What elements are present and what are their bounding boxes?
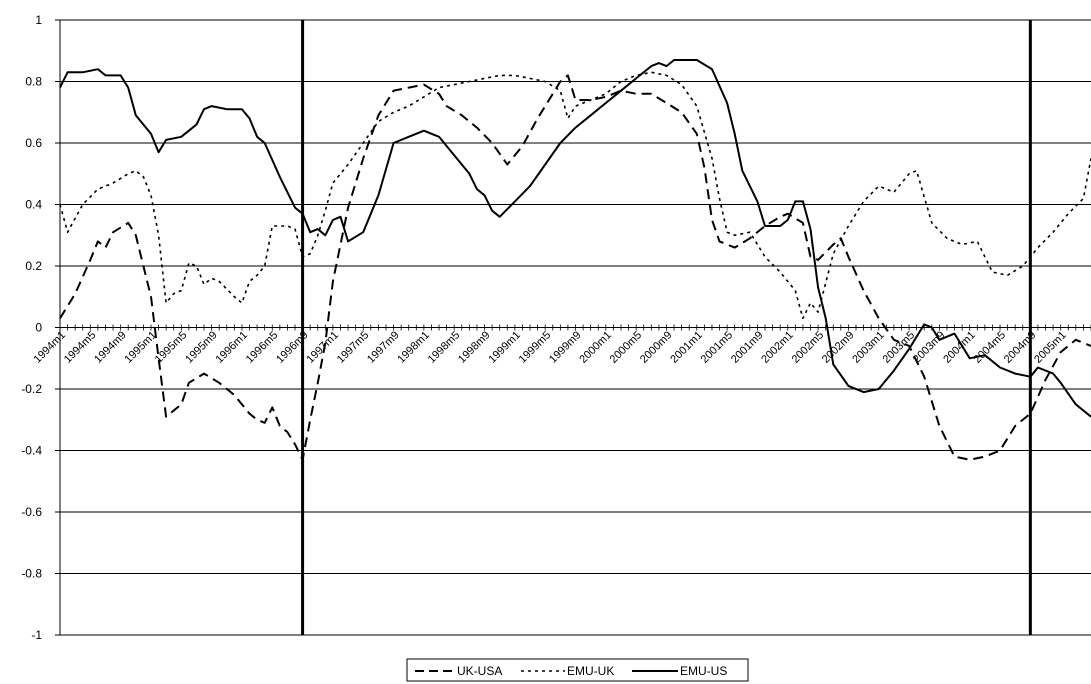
x-tick-label: 1996m1 (213, 329, 250, 366)
y-axis-tick-labels: 1 0.8 0.6 0.4 0.2 0 -0.2 -0.4 -0.6 -0.8 -1 (21, 13, 42, 642)
x-axis-tick-labels: 1994m11994m51994m91995m11995m51995m91996… (32, 329, 1069, 366)
x-tick-label: 1994m9 (92, 329, 129, 366)
legend-label-uk-usa: UK-USA (457, 664, 502, 678)
y-tick-label: -0.6 (21, 505, 42, 519)
x-tick-label: 2001m1 (668, 329, 705, 366)
x-tick-label: 1994m5 (62, 329, 99, 366)
x-tick-label: 1996m5 (244, 329, 281, 366)
y-tick-label: -0.4 (21, 444, 42, 458)
x-tick-label: 1997m9 (365, 329, 402, 366)
x-tick-label: 2000m5 (608, 329, 645, 366)
y-tick-label: 0 (35, 321, 42, 335)
y-tick-label: -1 (31, 628, 42, 642)
x-tick-label: 2004m9 (1002, 329, 1039, 366)
x-tick-label: 1999m9 (547, 329, 584, 366)
x-tick-label: 1997m5 (335, 329, 372, 366)
x-tick-label: 1996m9 (274, 329, 311, 366)
x-tick-label: 1999m5 (517, 329, 554, 366)
series-line-emu-us (59, 59, 1091, 418)
x-tick-label: 2002m5 (790, 329, 827, 366)
x-tick-label: 2000m9 (638, 329, 675, 366)
x-tick-label: 2001m5 (699, 329, 736, 366)
y-tick-label: -0.8 (21, 567, 42, 581)
y-tick-label: -0.2 (21, 382, 42, 396)
x-tick-label: 2002m1 (759, 329, 796, 366)
series-line-uk-usa (59, 74, 1091, 461)
axes (59, 20, 1091, 635)
x-tick-label: 2003m5 (881, 329, 918, 366)
x-tick-label: 1998m1 (395, 329, 432, 366)
x-tick-label: 1994m1 (32, 329, 69, 366)
series-line-emu-uk (59, 71, 1091, 320)
y-tick-label: 0.8 (25, 75, 42, 89)
y-tick-label: 1 (35, 13, 42, 27)
x-tick-label: 2000m1 (577, 329, 614, 366)
x-tick-label: 1995m9 (183, 329, 220, 366)
x-tick-label: 1998m5 (426, 329, 463, 366)
y-tick-label: 0.6 (25, 136, 42, 150)
series-lines (59, 59, 1091, 461)
x-tick-label: 1999m1 (486, 329, 523, 366)
x-tick-label: 2005m1 (1032, 329, 1069, 366)
x-tick-label: 1998m9 (456, 329, 493, 366)
x-tick-label: 2001m9 (729, 329, 766, 366)
x-tick-label: 2004m1 (941, 329, 978, 366)
y-tick-label: 0.2 (25, 259, 42, 273)
legend-label-emu-us: EMU-US (680, 664, 727, 678)
legend: UK-USA EMU-UK EMU-US (406, 658, 749, 682)
x-tick-label: 1995m1 (122, 329, 159, 366)
x-tick-label: 2003m1 (850, 329, 887, 366)
y-tick-label: 0.4 (25, 198, 42, 212)
legend-box (406, 658, 749, 682)
x-tick-label: 2002m9 (820, 329, 857, 366)
vertical-markers (301, 20, 1032, 635)
legend-label-emu-uk: EMU-UK (567, 664, 614, 678)
